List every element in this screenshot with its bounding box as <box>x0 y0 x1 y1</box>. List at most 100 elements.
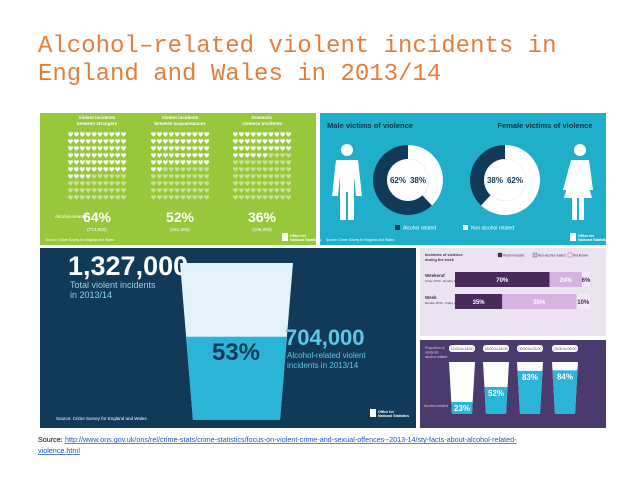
heart <box>268 174 274 179</box>
heart <box>256 167 262 172</box>
legend-swatch <box>395 225 400 230</box>
heart <box>204 181 210 186</box>
heart <box>121 153 127 158</box>
heart <box>109 167 115 172</box>
heart <box>168 153 174 158</box>
heart <box>91 195 97 200</box>
heart <box>186 146 192 151</box>
heart <box>262 181 268 186</box>
logo-text: Office for <box>578 234 595 238</box>
column-heading: violence incidents <box>242 121 282 126</box>
heart <box>162 195 168 200</box>
heart <box>91 181 97 186</box>
heart <box>198 139 204 144</box>
heart <box>250 195 256 200</box>
heart <box>192 181 198 186</box>
donut-non-alcohol <box>481 145 540 215</box>
heart <box>186 167 192 172</box>
donut-alcohol <box>373 145 432 215</box>
heart <box>73 195 79 200</box>
heart <box>97 181 103 186</box>
segment-label: 24% <box>560 278 573 284</box>
heart <box>156 167 162 172</box>
heart <box>85 195 91 200</box>
heart <box>186 174 192 179</box>
male-figure <box>332 144 362 220</box>
heart <box>121 167 127 172</box>
logo-mark <box>282 233 288 241</box>
heart <box>79 167 85 172</box>
alcohol-label: 38% <box>487 176 503 185</box>
heart <box>204 188 210 193</box>
cup-label: 84% <box>557 372 573 381</box>
heart <box>97 146 103 151</box>
heart <box>250 132 256 137</box>
heart <box>162 167 168 172</box>
legend-label: Alcohol related <box>403 226 436 232</box>
cup-fill <box>484 386 508 414</box>
heart <box>79 153 85 158</box>
heart <box>198 153 204 158</box>
heart <box>109 188 115 193</box>
heart <box>192 132 198 137</box>
heart <box>174 195 180 200</box>
heart <box>97 153 103 158</box>
heart <box>286 167 292 172</box>
heart <box>109 153 115 158</box>
heart <box>250 167 256 172</box>
heart <box>262 167 268 172</box>
donut-alcohol <box>470 145 505 206</box>
heart <box>244 167 250 172</box>
heart <box>180 153 186 158</box>
heart <box>250 139 256 144</box>
hearts-alcohol <box>68 132 127 179</box>
hearts-alcohol <box>233 132 292 158</box>
heart <box>121 195 127 200</box>
heart <box>192 139 198 144</box>
heart <box>268 195 274 200</box>
heart <box>274 132 280 137</box>
logo-text: National Statistics <box>290 238 321 242</box>
time-box <box>552 345 578 352</box>
heart <box>274 139 280 144</box>
heart <box>79 188 85 193</box>
panel-source: Source: Crime Survey for England and Wal… <box>46 238 115 242</box>
heart <box>85 160 91 165</box>
heart <box>198 160 204 165</box>
heart <box>109 174 115 179</box>
cup-label: 23% <box>454 404 470 413</box>
heart <box>286 153 292 158</box>
hearts-other <box>151 167 210 200</box>
heart <box>198 146 204 151</box>
heart <box>274 195 280 200</box>
source-link[interactable]: violence.html <box>38 446 80 455</box>
legend-swatch <box>463 225 468 230</box>
time-label: 00:00 to 03:00 <box>519 347 542 351</box>
heart <box>262 188 268 193</box>
heart <box>244 188 250 193</box>
logo-text: National Statistics <box>578 238 609 242</box>
legend-label: Non alcohol related <box>471 226 514 232</box>
bar-segment <box>455 272 550 287</box>
heart <box>192 188 198 193</box>
heart <box>151 160 156 165</box>
heart <box>151 181 156 186</box>
heart <box>174 153 180 158</box>
heart <box>174 167 180 172</box>
heart <box>192 195 198 200</box>
heart <box>262 153 268 158</box>
source-link[interactable]: http://www.ons.gov.uk/ons/rel/crime-stat… <box>65 435 517 444</box>
heart <box>85 153 91 158</box>
heart <box>286 188 292 193</box>
heart <box>198 174 204 179</box>
legend-swatch <box>567 252 573 258</box>
heart <box>73 188 79 193</box>
share-label: 53% <box>212 339 260 366</box>
row-label: Week <box>425 295 437 300</box>
heart <box>244 174 250 179</box>
heart <box>68 174 73 179</box>
heart <box>97 139 103 144</box>
heart <box>156 139 162 144</box>
heart <box>286 174 292 179</box>
count-label: (713,000) <box>87 227 107 232</box>
